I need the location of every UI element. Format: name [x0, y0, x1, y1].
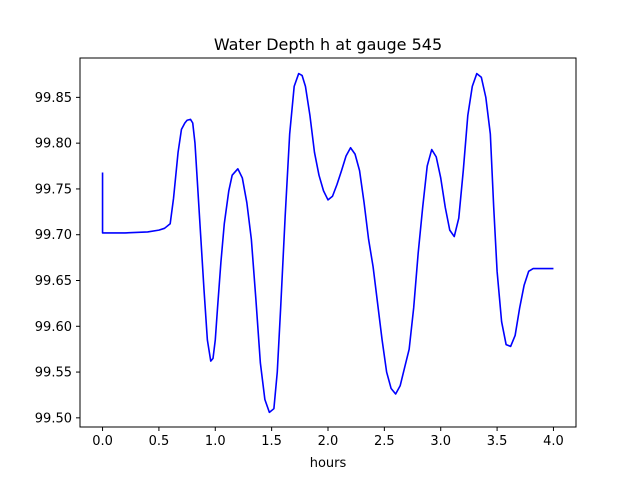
x-tick-label: 2.5	[374, 434, 395, 449]
x-tick-label: 0.5	[149, 434, 170, 449]
x-tick-label: 1.5	[261, 434, 282, 449]
y-tick-label: 99.80	[35, 137, 72, 152]
x-tick-label: 3.5	[487, 434, 508, 449]
y-tick-label: 99.50	[35, 411, 72, 426]
x-tick-label: 4.0	[543, 434, 564, 449]
y-tick-label: 99.70	[35, 228, 72, 243]
y-tick-label: 99.85	[35, 91, 72, 106]
series-line	[101, 72, 554, 414]
y-tick-label: 99.55	[35, 366, 72, 381]
x-tick-label: 2.0	[318, 434, 339, 449]
x-axis-ticks: 0.0 0.5 1.0 1.5 2.0 2.5 3.0 3.5 4.0	[92, 427, 564, 449]
x-tick-label: 3.0	[430, 434, 451, 449]
y-tick-label: 99.65	[35, 274, 72, 289]
y-axis-ticks: 99.50 99.55 99.60 99.65 99.70 99.75 99.80 99.85	[35, 91, 80, 426]
x-axis-label: hours	[310, 456, 347, 471]
y-tick-label: 99.60	[35, 320, 72, 335]
chart-title: Water Depth h at gauge 545	[214, 35, 442, 54]
x-tick-label: 1.0	[205, 434, 226, 449]
x-tick-label: 0.0	[92, 434, 113, 449]
y-tick-label: 99.75	[35, 182, 72, 197]
plot-frame	[79, 57, 577, 428]
